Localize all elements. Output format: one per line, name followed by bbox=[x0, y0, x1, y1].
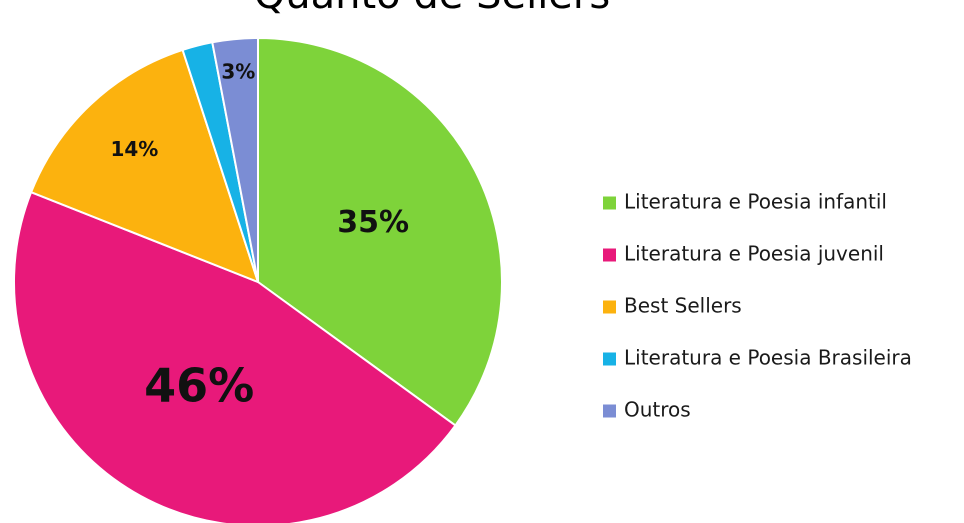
pie-slice-5 bbox=[211, 36, 259, 283]
legend-item-5: Outros bbox=[603, 398, 691, 422]
pie-data-label-3: 14% bbox=[110, 137, 158, 161]
pie-slice-1 bbox=[257, 36, 503, 427]
legend-item-4: Literatura e Poesia Brasileira bbox=[603, 346, 912, 370]
legend-label-1: Literatura e Poesia infantil bbox=[624, 190, 887, 214]
legend-label-4: Literatura e Poesia Brasileira bbox=[624, 346, 912, 370]
legend-swatch-4 bbox=[603, 352, 616, 366]
legend-item-3: Best Sellers bbox=[603, 294, 742, 318]
pie-data-labels: 35%46%14%2%3% bbox=[110, 60, 409, 413]
pie-slice-2 bbox=[13, 190, 457, 523]
legend-swatch-1 bbox=[603, 196, 616, 210]
legend-swatch-2 bbox=[603, 248, 616, 262]
pie-data-label-2: 46% bbox=[144, 358, 254, 412]
legend-label-2: Literatura e Poesia juvenil bbox=[624, 242, 884, 266]
legend-swatch-3 bbox=[603, 300, 616, 314]
chart-legend: Literatura e Poesia infantil Literatura e… bbox=[603, 190, 912, 422]
legend-label-5: Outros bbox=[624, 398, 691, 422]
chart-title: Quanto de Sellers bbox=[254, 0, 610, 18]
pie-slices bbox=[13, 36, 503, 523]
pie-data-label-5: 3% bbox=[221, 60, 255, 84]
legend-swatch-5 bbox=[603, 404, 616, 418]
legend-item-1: Literatura e Poesia infantil bbox=[603, 190, 887, 214]
legend-item-2: Literatura e Poesia juvenil bbox=[603, 242, 884, 266]
pie-data-label-1: 35% bbox=[337, 205, 409, 240]
legend-label-3: Best Sellers bbox=[624, 294, 742, 318]
